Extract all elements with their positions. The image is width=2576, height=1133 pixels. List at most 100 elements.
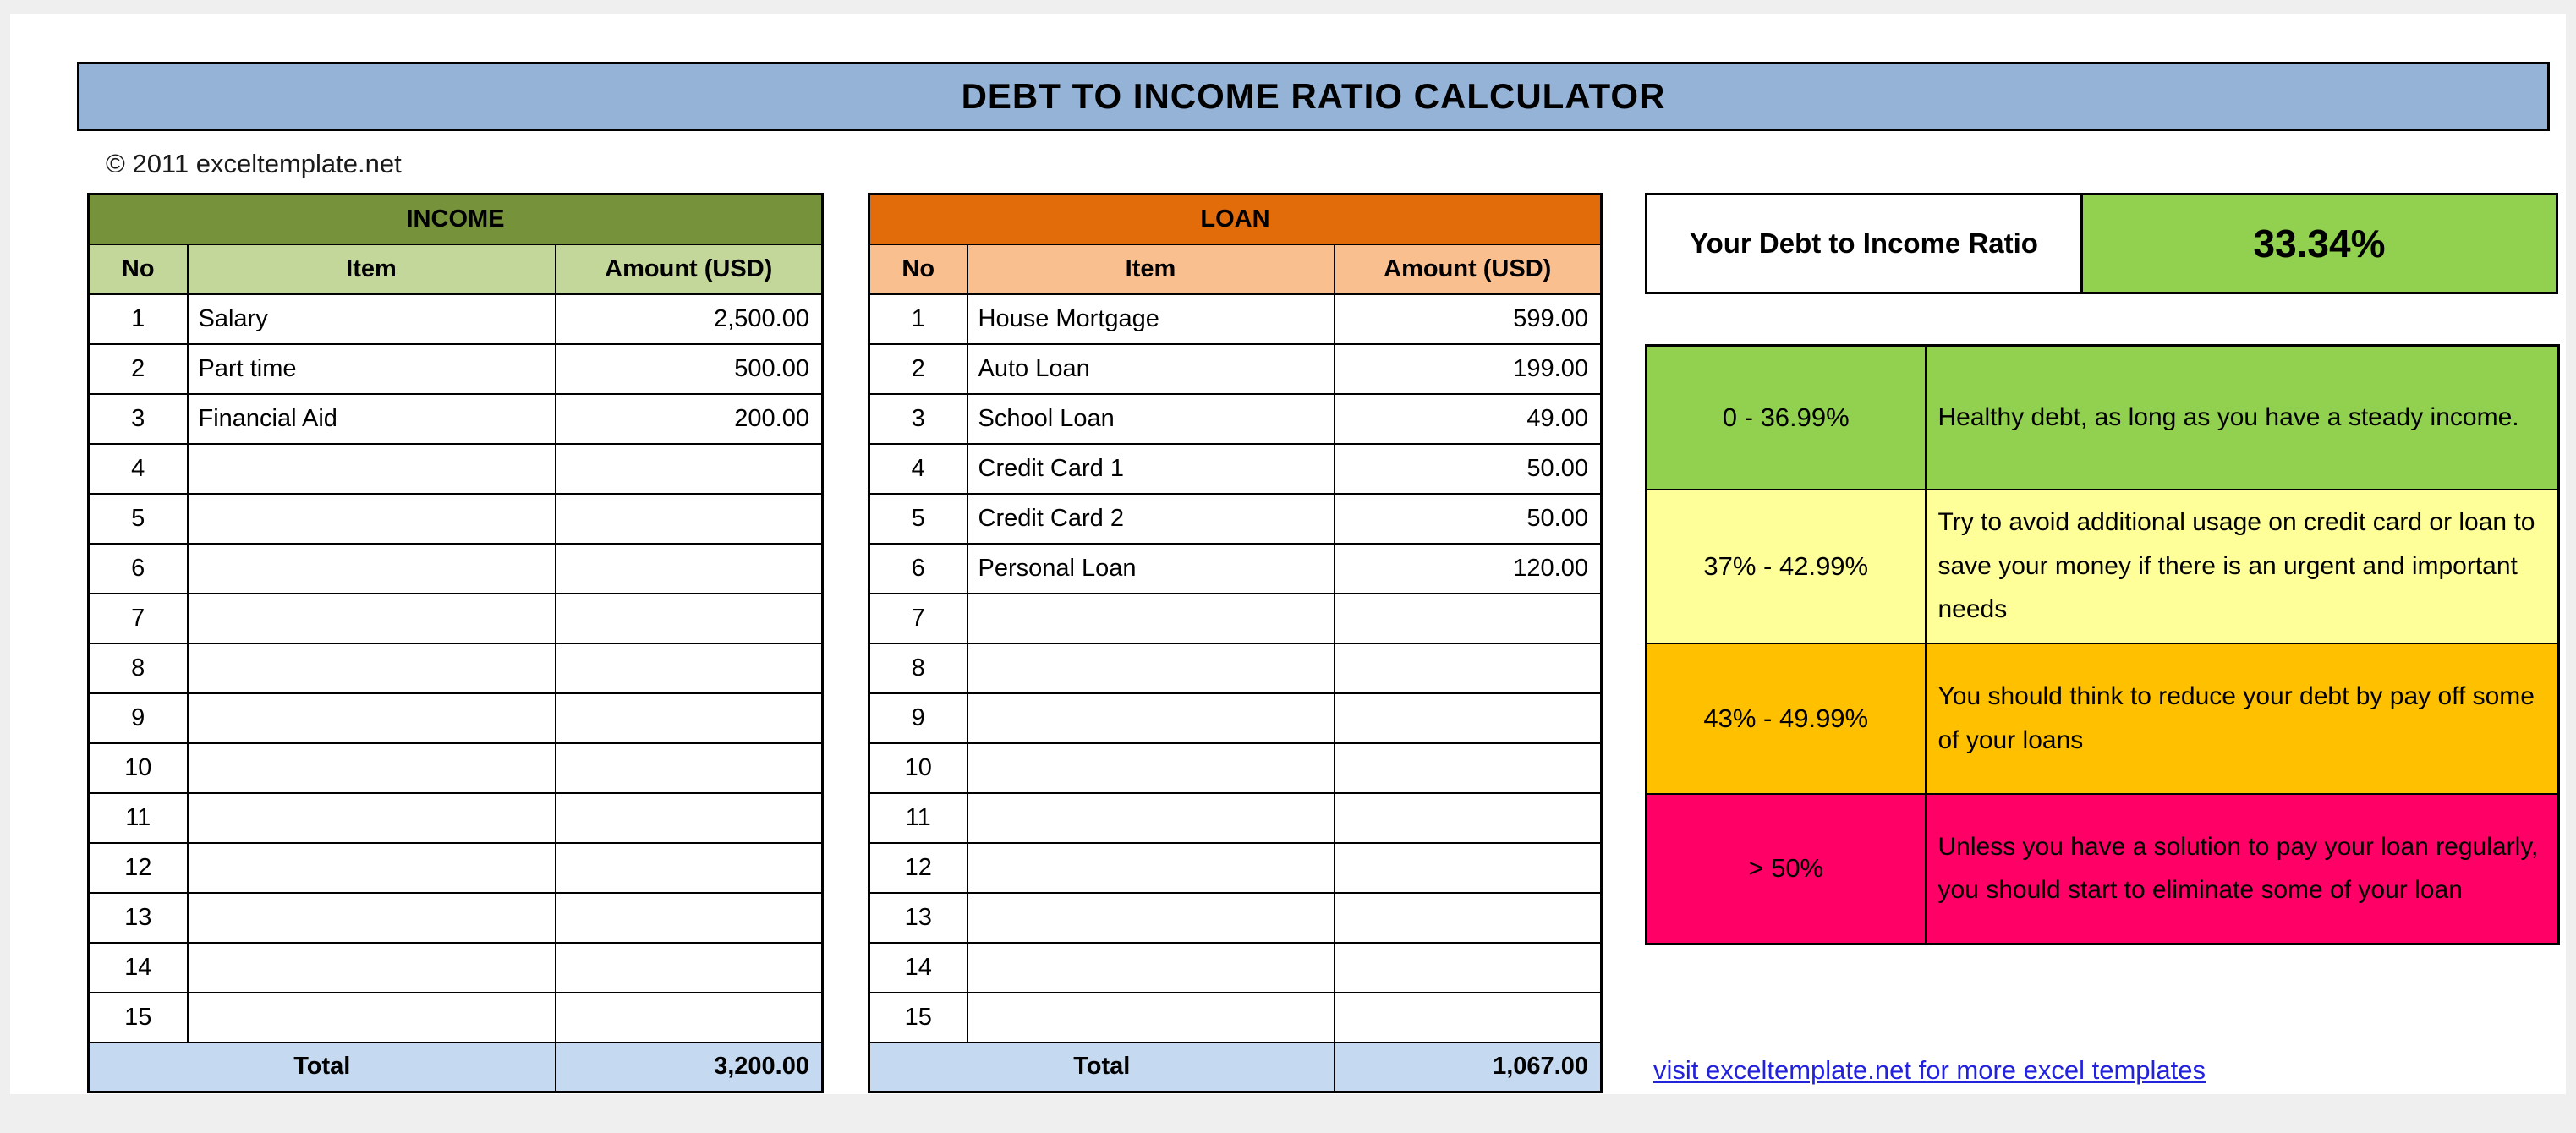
item-cell[interactable]: Part time bbox=[186, 342, 556, 395]
template-link[interactable]: visit exceltemplate.net for more excel t… bbox=[1653, 1055, 2206, 1085]
amount-cell[interactable]: 500.00 bbox=[554, 342, 824, 395]
no-cell[interactable]: 2 bbox=[868, 342, 968, 395]
no-cell[interactable]: 3 bbox=[868, 392, 968, 445]
table-row: 1 Salary 2,500.00 bbox=[87, 293, 824, 345]
item-cell[interactable]: Credit Card 2 bbox=[966, 492, 1335, 545]
amount-cell[interactable]: 200.00 bbox=[554, 392, 824, 445]
no-cell[interactable]: 15 bbox=[868, 991, 968, 1043]
amount-cell[interactable] bbox=[554, 642, 824, 694]
item-cell[interactable] bbox=[186, 742, 556, 794]
item-cell[interactable] bbox=[186, 642, 556, 694]
no-cell[interactable]: 9 bbox=[868, 692, 968, 744]
item-cell[interactable]: House Mortgage bbox=[966, 293, 1335, 345]
table-row: 10 bbox=[868, 742, 1603, 794]
no-cell[interactable]: 11 bbox=[87, 791, 189, 844]
no-cell[interactable]: 7 bbox=[868, 592, 968, 644]
amount-cell[interactable] bbox=[1333, 692, 1603, 744]
amount-cell[interactable]: 120.00 bbox=[1333, 542, 1603, 594]
item-cell[interactable] bbox=[186, 841, 556, 894]
no-cell[interactable]: 12 bbox=[868, 841, 968, 894]
amount-cell[interactable] bbox=[1333, 791, 1603, 844]
legend-description: Healthy debt, as long as you have a stea… bbox=[1924, 344, 2560, 490]
no-cell[interactable]: 10 bbox=[868, 742, 968, 794]
amount-cell[interactable]: 2,500.00 bbox=[554, 293, 824, 345]
amount-cell[interactable] bbox=[1333, 841, 1603, 894]
no-cell[interactable]: 14 bbox=[87, 941, 189, 993]
no-cell[interactable]: 5 bbox=[868, 492, 968, 545]
amount-cell[interactable]: 599.00 bbox=[1333, 293, 1603, 345]
no-cell[interactable]: 8 bbox=[868, 642, 968, 694]
item-cell[interactable] bbox=[966, 742, 1335, 794]
table-row: 5 Credit Card 2 50.00 bbox=[868, 492, 1603, 545]
no-cell[interactable]: 6 bbox=[868, 542, 968, 594]
no-cell[interactable]: 1 bbox=[87, 293, 189, 345]
no-cell[interactable]: 11 bbox=[868, 791, 968, 844]
item-cell[interactable] bbox=[966, 891, 1335, 944]
item-cell[interactable] bbox=[966, 791, 1335, 844]
amount-cell[interactable] bbox=[554, 492, 824, 545]
item-cell[interactable] bbox=[186, 891, 556, 944]
amount-cell[interactable] bbox=[1333, 991, 1603, 1043]
item-cell[interactable] bbox=[966, 841, 1335, 894]
item-cell[interactable] bbox=[186, 542, 556, 594]
amount-cell[interactable]: 50.00 bbox=[1333, 442, 1603, 495]
item-cell[interactable]: Personal Loan bbox=[966, 542, 1335, 594]
no-cell[interactable]: 13 bbox=[868, 891, 968, 944]
amount-cell[interactable] bbox=[554, 891, 824, 944]
item-cell[interactable] bbox=[966, 592, 1335, 644]
item-cell[interactable] bbox=[186, 692, 556, 744]
item-cell[interactable] bbox=[966, 692, 1335, 744]
item-cell[interactable] bbox=[186, 991, 556, 1043]
amount-cell[interactable] bbox=[554, 991, 824, 1043]
item-cell[interactable] bbox=[966, 991, 1335, 1043]
table-row: 12 bbox=[868, 841, 1603, 894]
amount-cell[interactable] bbox=[554, 841, 824, 894]
legend-range: 43% - 49.99% bbox=[1645, 642, 1927, 795]
item-cell[interactable] bbox=[966, 642, 1335, 694]
item-cell[interactable] bbox=[966, 941, 1335, 993]
no-cell[interactable]: 6 bbox=[87, 542, 189, 594]
no-cell[interactable]: 7 bbox=[87, 592, 189, 644]
no-cell[interactable]: 12 bbox=[87, 841, 189, 894]
item-cell[interactable] bbox=[186, 791, 556, 844]
amount-cell[interactable] bbox=[554, 542, 824, 594]
amount-cell[interactable] bbox=[1333, 642, 1603, 694]
no-cell[interactable]: 1 bbox=[868, 293, 968, 345]
amount-cell[interactable] bbox=[554, 742, 824, 794]
no-cell[interactable]: 15 bbox=[87, 991, 189, 1043]
amount-cell[interactable] bbox=[1333, 742, 1603, 794]
amount-cell[interactable]: 49.00 bbox=[1333, 392, 1603, 445]
amount-cell[interactable] bbox=[554, 692, 824, 744]
amount-cell[interactable]: 50.00 bbox=[1333, 492, 1603, 545]
amount-cell[interactable] bbox=[1333, 592, 1603, 644]
item-cell[interactable]: Auto Loan bbox=[966, 342, 1335, 395]
no-cell[interactable]: 14 bbox=[868, 941, 968, 993]
item-cell[interactable]: Salary bbox=[186, 293, 556, 345]
amount-cell[interactable] bbox=[1333, 891, 1603, 944]
amount-cell[interactable] bbox=[554, 442, 824, 495]
amount-cell[interactable] bbox=[554, 941, 824, 993]
item-cell[interactable]: School Loan bbox=[966, 392, 1335, 445]
item-cell[interactable] bbox=[186, 442, 556, 495]
no-cell[interactable]: 10 bbox=[87, 742, 189, 794]
no-cell[interactable]: 13 bbox=[87, 891, 189, 944]
amount-cell[interactable] bbox=[554, 592, 824, 644]
item-cell[interactable] bbox=[186, 492, 556, 545]
item-cell[interactable] bbox=[186, 592, 556, 644]
item-cell[interactable] bbox=[186, 941, 556, 993]
amount-cell[interactable] bbox=[1333, 941, 1603, 993]
no-cell[interactable]: 4 bbox=[87, 442, 189, 495]
ratio-label: Your Debt to Income Ratio bbox=[1645, 193, 2083, 294]
no-cell[interactable]: 3 bbox=[87, 392, 189, 445]
item-cell[interactable]: Credit Card 1 bbox=[966, 442, 1335, 495]
no-cell[interactable]: 4 bbox=[868, 442, 968, 495]
no-cell[interactable]: 5 bbox=[87, 492, 189, 545]
no-cell[interactable]: 9 bbox=[87, 692, 189, 744]
no-cell[interactable]: 2 bbox=[87, 342, 189, 395]
amount-cell[interactable]: 199.00 bbox=[1333, 342, 1603, 395]
amount-cell[interactable] bbox=[554, 791, 824, 844]
loan-total-value: 1,067.00 bbox=[1333, 1041, 1603, 1093]
item-cell[interactable]: Financial Aid bbox=[186, 392, 556, 445]
income-table: INCOME No Item Amount (USD) 1 Salary 2,500… bbox=[87, 193, 824, 1093]
no-cell[interactable]: 8 bbox=[87, 642, 189, 694]
